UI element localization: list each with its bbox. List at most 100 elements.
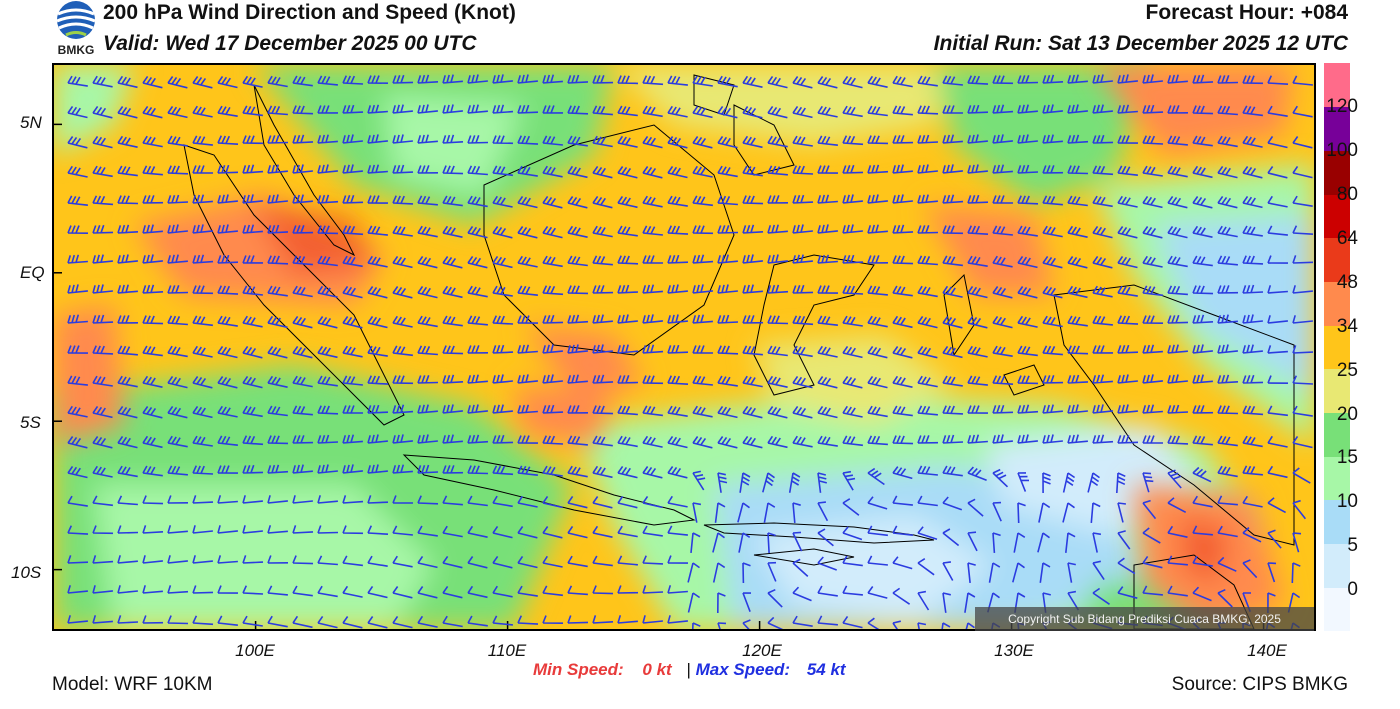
wind-barb	[117, 315, 139, 324]
wind-barb	[1217, 525, 1238, 538]
wind-barb	[892, 285, 913, 297]
wind-barb	[1267, 166, 1288, 179]
wind-barb	[717, 254, 738, 264]
wind-barb	[67, 75, 88, 87]
wind-barb	[1117, 104, 1138, 114]
wind-barb	[92, 75, 113, 88]
wind-barb	[964, 592, 976, 613]
wind-barb	[792, 315, 814, 326]
wind-barb	[1267, 195, 1288, 208]
wind-barb	[592, 405, 614, 415]
wind-barb	[867, 525, 888, 537]
wind-barb	[717, 622, 727, 629]
wind-barb	[167, 555, 188, 564]
wind-barb	[292, 375, 313, 388]
wind-barb	[1017, 375, 1039, 385]
wind-barb	[617, 195, 638, 209]
wind-barb	[192, 194, 213, 204]
wind-barb	[1267, 345, 1288, 354]
wind-barb	[1142, 226, 1163, 239]
valid-time: Valid: Wed 17 December 2025 00 UTC	[103, 32, 477, 55]
wind-barb	[242, 585, 264, 595]
wind-barb	[1192, 225, 1213, 238]
wind-barb	[442, 74, 463, 84]
wind-barb	[642, 435, 663, 448]
wind-barb	[342, 464, 363, 474]
wind-barb	[1142, 472, 1154, 493]
wind-barb	[1117, 285, 1138, 297]
wind-barb	[517, 495, 538, 508]
wind-barb	[1092, 532, 1102, 553]
wind-barb	[767, 224, 788, 234]
wind-barb	[642, 405, 663, 417]
wind-barb	[692, 405, 713, 418]
wind-barb	[967, 104, 989, 114]
wind-barb	[592, 135, 613, 148]
wind-barb	[367, 134, 388, 144]
wind-barb	[1242, 527, 1262, 543]
wind-barb	[617, 585, 639, 594]
wind-barb	[1142, 135, 1164, 145]
wind-barb	[1217, 75, 1239, 84]
wind-barb	[917, 105, 939, 115]
wind-barb	[942, 465, 963, 477]
wind-barb	[467, 345, 489, 354]
wind-barb	[67, 225, 89, 234]
wind-barb	[690, 532, 701, 553]
wind-barb	[467, 434, 489, 444]
wind-barb	[67, 375, 88, 386]
wind-barb	[742, 592, 752, 612]
wind-barb	[917, 194, 938, 204]
wind-barb	[1167, 469, 1182, 489]
wind-barb	[817, 165, 839, 174]
wind-barb	[817, 76, 838, 89]
wind-barb	[642, 195, 663, 208]
wind-barb	[642, 135, 663, 149]
colorbar-segment	[1324, 63, 1350, 108]
wind-barb	[1142, 527, 1161, 544]
wind-barb	[892, 346, 913, 359]
wind-barb	[1167, 165, 1188, 178]
wind-barb	[367, 616, 388, 629]
wind-barb	[767, 588, 783, 608]
wind-barb	[242, 464, 264, 474]
wind-barb	[1267, 135, 1288, 149]
wind-barb	[317, 555, 338, 566]
colorbar-segment	[1324, 281, 1350, 326]
wind-barb	[492, 285, 513, 297]
wind-barb	[1117, 557, 1136, 575]
wind-barb	[867, 255, 889, 264]
wind-barb	[67, 585, 88, 594]
wind-barb	[642, 284, 663, 294]
wind-barb	[292, 194, 313, 204]
wind-barb	[542, 585, 563, 597]
wind-barb	[714, 502, 726, 523]
wind-barb	[917, 285, 938, 298]
wind-barb	[1267, 465, 1288, 479]
wind-barb	[1117, 404, 1138, 414]
wind-barb	[767, 561, 777, 582]
wind-barb	[392, 74, 414, 84]
wind-barb	[992, 434, 1013, 444]
wind-barb	[792, 405, 813, 419]
wind-barb	[1092, 315, 1113, 326]
wind-barb	[792, 531, 803, 552]
wind-barb	[367, 104, 388, 114]
wind-barb	[892, 255, 914, 265]
wind-barb	[567, 105, 589, 115]
wind-barb	[467, 495, 488, 507]
speed-colorbar	[1324, 63, 1350, 632]
wind-barb	[1167, 74, 1188, 84]
wind-barb	[965, 622, 975, 629]
wind-barb	[317, 615, 338, 629]
wind-barb	[992, 345, 1013, 357]
wind-barb	[1092, 255, 1113, 269]
wind-barb	[817, 135, 838, 146]
wind-barb	[442, 345, 464, 355]
wind-barb	[642, 314, 663, 324]
wind-barb	[1067, 225, 1088, 238]
wind-barb	[742, 165, 763, 177]
wind-barb	[167, 285, 189, 294]
wind-barb	[192, 465, 214, 475]
wind-barb	[992, 375, 1014, 385]
